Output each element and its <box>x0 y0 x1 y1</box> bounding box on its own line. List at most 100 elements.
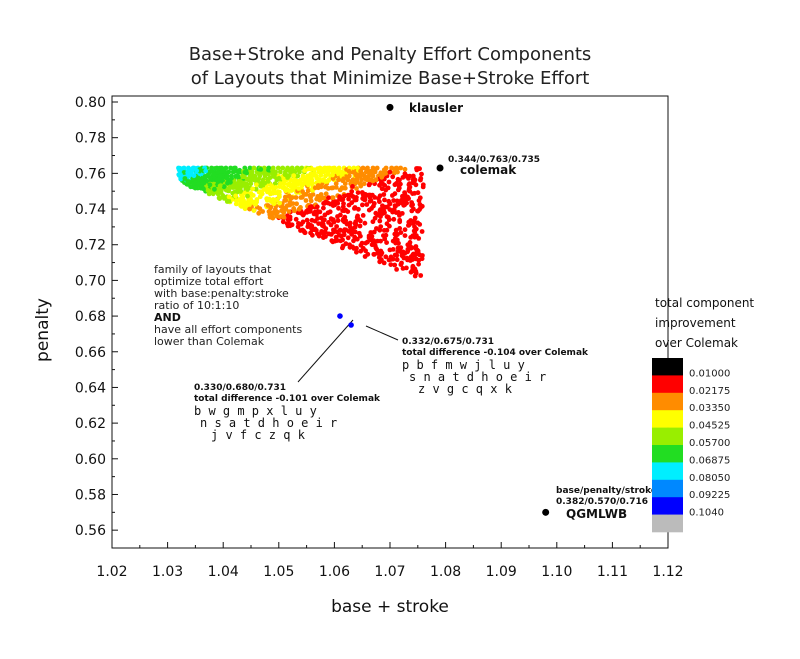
layout-point <box>345 235 351 241</box>
layout-point <box>231 168 237 174</box>
layout-point <box>371 238 377 244</box>
legend-label: 0.02175 <box>689 386 730 397</box>
layout-point <box>245 187 250 192</box>
layout-point <box>374 226 379 231</box>
layout-point <box>191 173 197 179</box>
layout-point <box>355 173 361 179</box>
layout-point <box>375 250 380 256</box>
layout-point <box>383 232 389 238</box>
layout-point <box>270 197 276 202</box>
layout-point <box>298 205 303 210</box>
layout-point <box>333 199 339 205</box>
legend-label: 0.08050 <box>689 473 730 484</box>
layout-point <box>378 238 383 244</box>
layout-point <box>397 213 402 218</box>
qgmlwb-label: QGMLWB <box>566 507 627 521</box>
layout-point <box>397 247 402 253</box>
layout-point <box>325 165 330 171</box>
layout-point <box>325 200 331 206</box>
layout-point <box>275 165 281 171</box>
layout-point <box>291 173 297 179</box>
layout-point <box>349 189 355 194</box>
layout-point <box>207 182 213 188</box>
layout-point <box>259 191 265 197</box>
layout-point <box>247 165 253 171</box>
layout-point <box>321 205 326 211</box>
layout-point <box>340 185 346 191</box>
layout-point <box>382 236 388 242</box>
layout-point <box>352 229 358 235</box>
layout-point <box>413 182 419 188</box>
x-axis-ticks: 1.02 1.03 1.04 1.05 1.06 1.07 1.08 1.09 1.10 1.11… <box>96 542 684 580</box>
x-tick-label: 1.04 <box>208 564 239 580</box>
layout-point <box>250 186 256 192</box>
y-tick-label: 0.68 <box>75 309 106 325</box>
layout-point <box>292 208 297 214</box>
layout-point <box>251 208 257 213</box>
layout-point <box>415 208 420 214</box>
layout-point <box>317 209 323 215</box>
layout-point <box>402 166 408 172</box>
layout-point <box>379 186 385 192</box>
layout-point <box>242 169 248 175</box>
layout-point <box>395 169 400 175</box>
layout-point <box>289 187 295 193</box>
x-tick-label: 1.07 <box>374 564 405 580</box>
layout-point <box>292 183 298 189</box>
layout-point <box>366 182 372 188</box>
layout-point <box>402 251 408 256</box>
y-tick-label: 0.74 <box>75 202 106 218</box>
layout-point <box>391 216 397 222</box>
layout-point <box>400 175 406 180</box>
layout-point <box>281 179 287 185</box>
x-tick-label: 1.10 <box>541 564 572 580</box>
layout-point <box>293 216 299 222</box>
legend-title-line-2: improvement <box>655 316 736 330</box>
layout-point <box>351 238 356 244</box>
layout-point <box>391 198 396 203</box>
layout-point <box>283 194 288 200</box>
layout-point <box>247 206 253 212</box>
layout-point <box>375 212 380 218</box>
layout-point <box>265 203 271 208</box>
colemak-values: 0.344/0.763/0.735 <box>448 155 540 165</box>
layout-point <box>368 198 374 203</box>
layout-point <box>410 177 416 183</box>
legend-label: 0.01000 <box>689 368 730 379</box>
layout-point <box>286 182 291 187</box>
family-note-line-6: lower than Colemak <box>154 335 265 348</box>
layout-point <box>367 237 373 243</box>
layout-point <box>274 213 280 219</box>
layout-point <box>366 233 372 239</box>
layout-point <box>258 167 264 172</box>
layout-point <box>381 192 387 197</box>
layout-point <box>201 180 207 186</box>
layout-point <box>235 186 241 192</box>
layout-point <box>210 191 216 197</box>
y-tick-label: 0.70 <box>75 273 106 289</box>
layout-point <box>418 177 423 183</box>
y-tick-label: 0.72 <box>75 238 106 254</box>
layout-point <box>356 230 362 236</box>
layout-point <box>351 170 357 175</box>
qgmlwb-point <box>542 508 550 516</box>
layout-point <box>202 174 208 179</box>
layout-point <box>346 196 351 202</box>
layout-point <box>343 207 349 213</box>
layout-point <box>335 214 340 219</box>
y-tick-label: 0.62 <box>75 416 106 432</box>
legend-label: 0.06875 <box>689 455 730 466</box>
layout-point <box>277 200 282 206</box>
y-tick-label: 0.58 <box>75 487 106 503</box>
layout-point <box>354 215 360 220</box>
layout-point <box>253 186 259 192</box>
layout-point <box>395 177 401 183</box>
layout-point <box>407 240 413 245</box>
layout-point <box>266 167 271 173</box>
layout-point <box>337 228 343 233</box>
layout-point <box>414 233 419 239</box>
legend-title-line-1: total component <box>655 296 754 310</box>
layout-point <box>382 197 387 203</box>
layout-point <box>258 183 263 189</box>
layout-point <box>261 171 267 177</box>
